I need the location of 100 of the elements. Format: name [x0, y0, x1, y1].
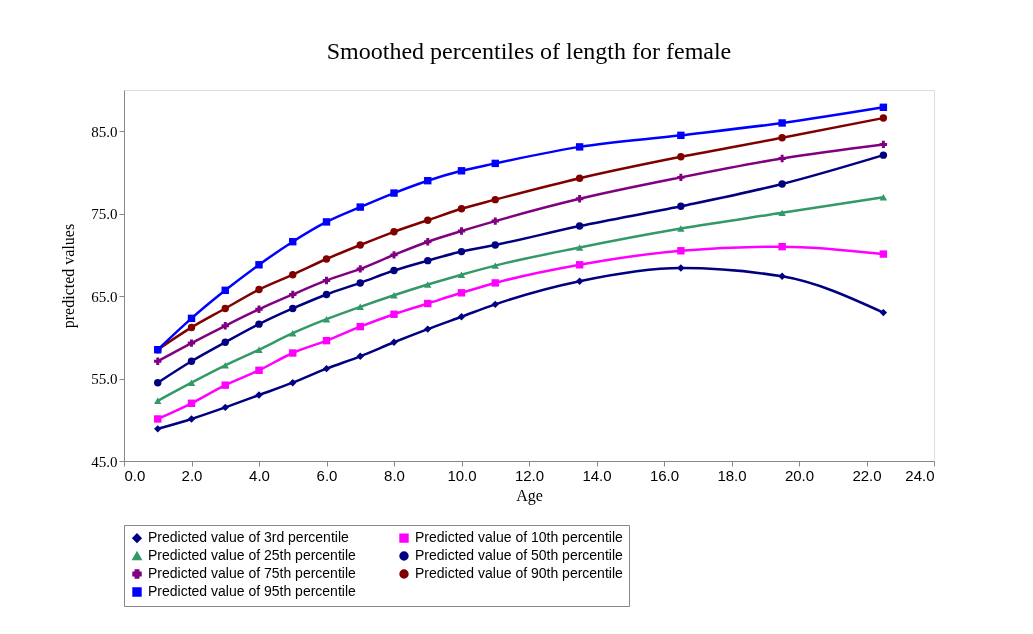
point: [255, 305, 263, 314]
legend-label: Predicted value of 95th percentile: [148, 583, 357, 599]
point: [457, 227, 466, 235]
point: [677, 225, 685, 232]
legend-label: Predicted value of 50th percentile: [415, 547, 624, 563]
point: [778, 180, 786, 188]
point: [322, 276, 331, 285]
y-tick-label: 75.0: [91, 206, 118, 223]
x-tick-label: 22.0: [852, 466, 882, 484]
point: [187, 415, 196, 423]
point: [356, 265, 364, 273]
point: [457, 205, 466, 213]
point: [221, 403, 229, 412]
point: [154, 378, 162, 387]
y-tick-label: 45.0: [91, 453, 118, 470]
point: [154, 397, 162, 405]
point: [289, 349, 297, 357]
point: [221, 381, 229, 389]
point: [778, 134, 786, 142]
point: [390, 266, 398, 275]
point: [778, 272, 786, 281]
point: [491, 279, 499, 287]
point: [424, 256, 432, 265]
x-axis-title: Age: [516, 486, 543, 505]
point: [187, 379, 196, 386]
y-axis-title: predicted values: [60, 223, 79, 329]
point: [322, 290, 331, 299]
point: [187, 323, 196, 332]
legend-label: Predicted value of 3rd percentile: [148, 529, 349, 546]
point: [356, 303, 364, 311]
x-tick-label: 18.0: [717, 466, 747, 484]
point: [255, 346, 263, 353]
point: [255, 320, 263, 328]
point: [457, 167, 466, 175]
point: [491, 195, 499, 204]
point: [424, 216, 432, 224]
y-tick-label: 55.0: [91, 371, 118, 388]
x-tick-label: 20.0: [784, 466, 815, 484]
point: [221, 304, 229, 313]
point: [221, 338, 229, 346]
point: [154, 357, 162, 365]
point: [187, 357, 196, 365]
point: [778, 209, 786, 217]
point: [778, 154, 786, 163]
point: [255, 285, 263, 294]
y-tick-label: 65.0: [91, 288, 118, 305]
chart-title: Smoothed percentiles of length for female: [326, 38, 732, 64]
point: [457, 247, 466, 256]
x-tick-label: 16.0: [649, 466, 680, 484]
point: [356, 203, 364, 211]
point: [322, 255, 331, 263]
point: [879, 193, 888, 201]
point: [154, 415, 162, 423]
x-tick-label: 12.0: [514, 466, 545, 484]
point: [677, 153, 685, 161]
point: [575, 277, 584, 285]
point: [879, 140, 888, 149]
point: [255, 261, 263, 269]
point: [390, 251, 398, 259]
point: [322, 364, 331, 373]
legend-label: Predicted value of 90th percentile: [415, 565, 624, 581]
legend-label: Predicted value of 75th percentile: [148, 565, 357, 581]
point: [879, 114, 888, 122]
point: [289, 290, 297, 299]
point: [575, 222, 584, 230]
point: [154, 425, 162, 433]
point: [356, 279, 364, 287]
point: [289, 270, 297, 279]
point: [322, 315, 331, 323]
point: [575, 143, 584, 151]
point: [255, 366, 263, 375]
point: [356, 241, 364, 249]
x-tick-label: 10.0: [447, 466, 477, 484]
point: [221, 322, 229, 330]
x-tick-label: 4.0: [249, 466, 270, 484]
x-tick-label: 6.0: [316, 466, 338, 484]
point: [491, 262, 499, 269]
point: [677, 173, 685, 182]
point: [221, 362, 229, 369]
point: [390, 228, 398, 236]
point: [879, 151, 888, 159]
point: [879, 250, 888, 258]
point: [187, 339, 196, 347]
point: [457, 313, 466, 321]
point: [356, 352, 364, 360]
x-tick-label: 14.0: [582, 466, 612, 484]
point: [575, 244, 584, 251]
point: [677, 131, 685, 140]
point: [575, 174, 584, 182]
x-tick-label: 8.0: [384, 466, 405, 484]
y-tick-label: 85.0: [91, 123, 118, 140]
point: [491, 241, 499, 249]
point: [289, 378, 297, 387]
point: [677, 202, 685, 210]
point: [390, 189, 398, 197]
point: [322, 218, 331, 226]
point: [575, 195, 584, 203]
point: [457, 271, 466, 278]
point: [424, 325, 432, 333]
point: [289, 304, 297, 313]
